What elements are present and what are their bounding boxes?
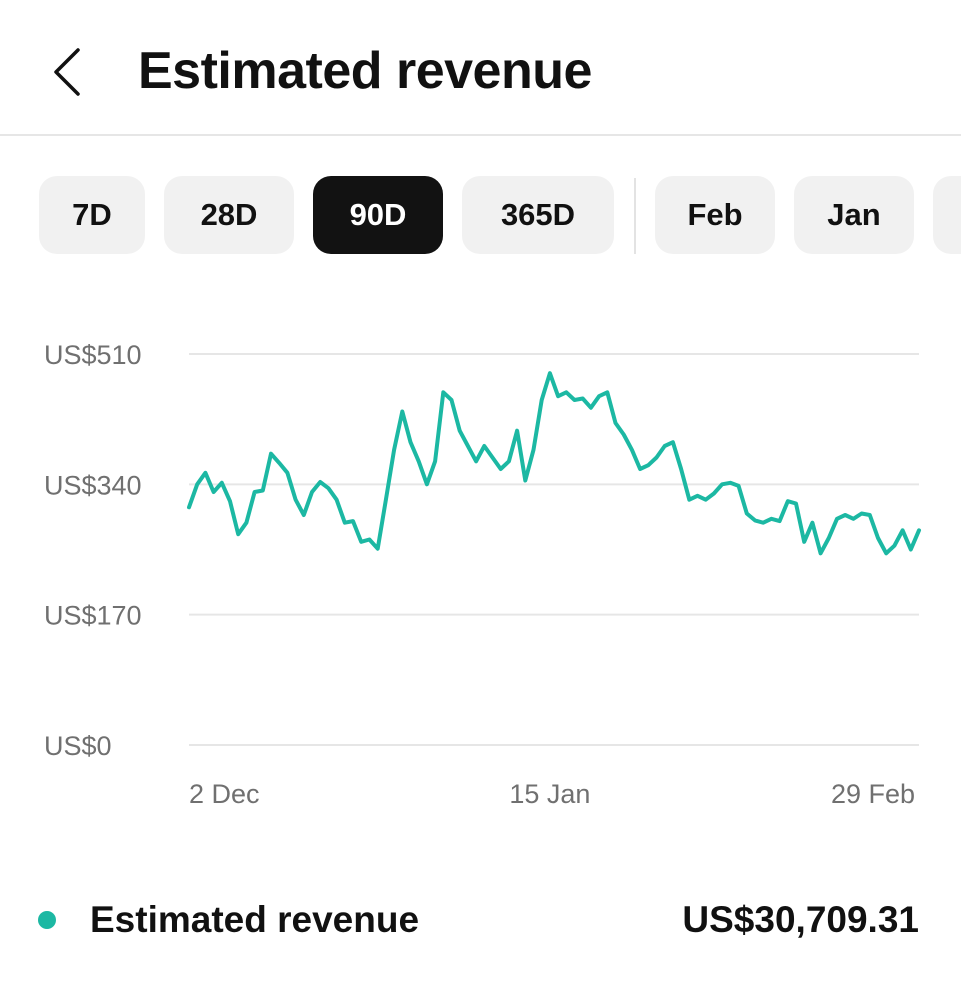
filter-pill-7d[interactable]: 7D — [39, 176, 145, 254]
legend-color-dot — [38, 911, 56, 929]
filter-pill-365d[interactable]: 365D — [462, 176, 614, 254]
filter-pill-label: 365D — [500, 197, 576, 232]
legend: Estimated revenue US$30,709.31 — [0, 880, 961, 960]
grid-layer — [189, 353, 919, 746]
series-layer — [187, 371, 921, 556]
x-tick-label: 15 Jan — [509, 779, 590, 809]
filter-pill-label: 7D — [72, 197, 112, 232]
page-title: Estimated revenue — [138, 42, 592, 100]
x-tick-label: 29 Feb — [831, 779, 915, 809]
filter-pill-label: Jan — [827, 197, 881, 232]
header: Estimated revenue — [0, 0, 961, 136]
x-axis-labels: 2 Dec 15 Jan 29 Feb — [189, 779, 915, 809]
legend-total-value: US$30,709.31 — [682, 899, 919, 940]
y-tick-label: US$170 — [44, 601, 142, 631]
filter-divider — [634, 178, 636, 254]
filter-pill-label: Feb — [687, 197, 743, 232]
y-axis-labels: US$510 US$340 US$170 US$0 — [44, 340, 142, 761]
period-filter-bar: 7D 28D 90D 365D Feb Jan — [0, 176, 961, 256]
legend-label: Estimated revenue — [90, 899, 420, 940]
filter-pill-label: 90D — [349, 197, 407, 232]
y-tick-label: US$340 — [44, 470, 142, 500]
y-tick-label: US$510 — [44, 340, 142, 370]
revenue-line-chart: US$510 US$340 US$170 US$0 2 Dec 15 Jan 29 Feb — [44, 340, 921, 809]
filter-pill-more[interactable] — [933, 176, 961, 254]
filter-pill-28d[interactable]: 28D — [164, 176, 294, 254]
filter-pill-feb[interactable]: Feb — [655, 176, 775, 254]
series-line-estimated-revenue — [187, 371, 921, 556]
back-button[interactable] — [40, 36, 100, 106]
filter-pill-90d[interactable]: 90D — [313, 176, 443, 254]
filter-pill-label: 28D — [200, 197, 258, 232]
chevron-left-icon — [54, 48, 80, 96]
x-tick-label: 2 Dec — [189, 779, 260, 809]
revenue-chart: US$510 US$340 US$170 US$0 2 Dec 15 Jan 29 Feb — [0, 330, 961, 820]
filter-pill-jan[interactable]: Jan — [794, 176, 914, 254]
y-tick-label: US$0 — [44, 731, 112, 761]
